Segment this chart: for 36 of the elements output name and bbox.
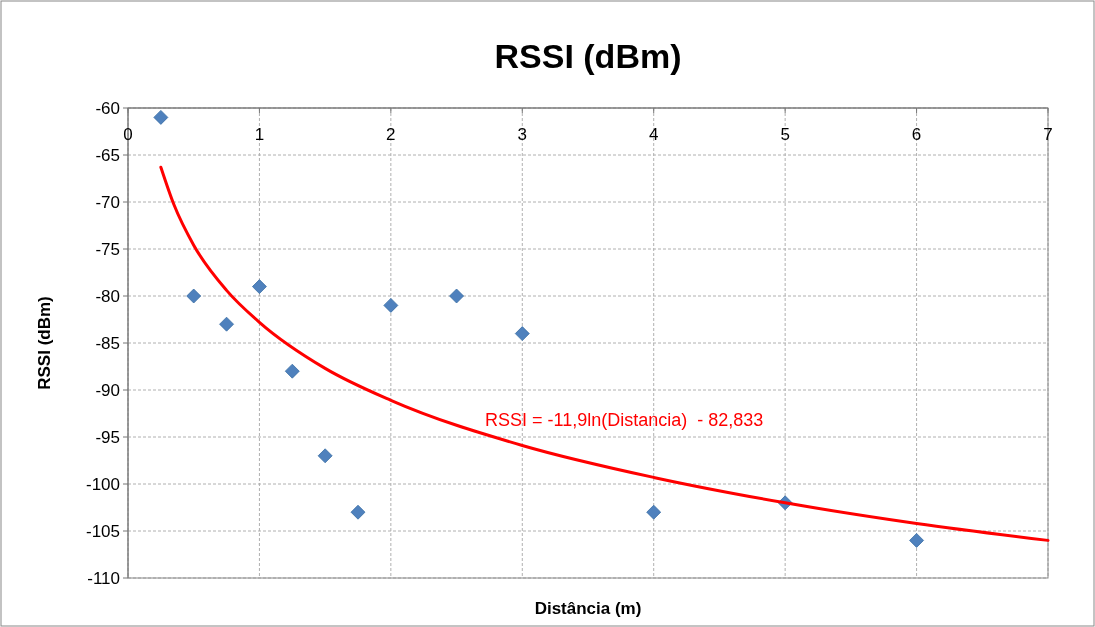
annotation: RSSI = -11,9ln(Distancia) - 82,833 <box>485 410 764 431</box>
x-tick-label: 7 <box>1043 125 1053 144</box>
y-tick-label: -70 <box>95 192 120 212</box>
point <box>350 504 366 520</box>
y-tick-label: -80 <box>95 286 120 306</box>
point <box>449 288 464 304</box>
y-tick-label: -105 <box>85 521 120 541</box>
point <box>383 298 399 313</box>
y-tick-label: -75 <box>95 239 120 259</box>
point <box>909 533 924 548</box>
chart-title: RSSI (dBm) <box>494 37 682 75</box>
line-series <box>159 165 1050 542</box>
point <box>284 363 300 379</box>
y-axis-title: RSSI (dBm) <box>35 296 54 390</box>
point <box>646 504 662 520</box>
y-tick-label: -100 <box>85 474 120 494</box>
x-tick-label: 4 <box>648 125 659 144</box>
x-tick-label: 0 <box>123 125 133 144</box>
y-tick-label: -85 <box>95 333 120 353</box>
y-tick-label: -60 <box>95 98 120 118</box>
x-tick-label: 5 <box>780 125 790 144</box>
x-tick-label: 2 <box>386 125 396 144</box>
x-axis-title: Distância (m) <box>534 599 642 618</box>
y-tick-label: -65 <box>95 145 120 165</box>
x-tick-label: 3 <box>517 125 528 144</box>
y-tick-label: -90 <box>95 380 120 400</box>
point <box>317 448 333 464</box>
y-tick-label: -110 <box>87 568 120 588</box>
point <box>186 288 202 304</box>
point <box>153 110 169 125</box>
x-tick-label: 6 <box>911 125 922 144</box>
x-tick-label: 1 <box>254 125 265 144</box>
point <box>252 279 267 294</box>
point <box>514 326 530 341</box>
y-tick-label: -95 <box>95 427 120 447</box>
point <box>219 316 234 332</box>
